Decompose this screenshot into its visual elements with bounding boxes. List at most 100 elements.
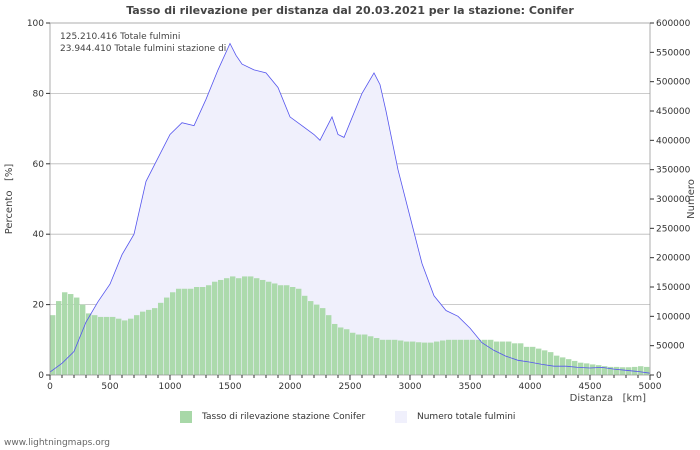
rate-bar: [158, 302, 164, 375]
rate-bar: [182, 288, 188, 375]
legend-item-total-strikes: Numero totale fulmini: [395, 411, 515, 423]
rate-bar: [458, 339, 464, 375]
rate-bar: [50, 315, 56, 375]
rate-bar: [416, 342, 422, 375]
rate-bar: [206, 285, 212, 375]
rate-bar: [548, 352, 554, 375]
rate-bar: [380, 339, 386, 375]
legend-swatch: [180, 411, 192, 423]
y-axis-label: Percento [%]: [4, 164, 15, 235]
rate-bar: [482, 339, 488, 375]
y2-tick-label: 350000: [656, 166, 691, 176]
rate-bar: [122, 320, 128, 375]
rate-bar: [476, 339, 482, 375]
y2-tick-label: 100000: [656, 312, 691, 322]
chart-title: Tasso di rilevazione per distanza dal 20…: [126, 4, 574, 17]
rate-bar: [488, 339, 494, 375]
annotation-total: 125.210.416 Totale fulmini: [60, 32, 180, 42]
rate-bar: [326, 315, 332, 375]
rate-bar: [536, 348, 542, 375]
rate-bar: [116, 318, 122, 375]
rate-bar: [62, 292, 68, 375]
rate-bar: [296, 288, 302, 375]
rate-bar: [602, 366, 608, 375]
rate-bar: [104, 316, 110, 375]
x-tick-label: 500: [101, 382, 118, 392]
rate-bar: [578, 362, 584, 375]
rate-bar: [146, 309, 152, 375]
y2-tick-label: 400000: [656, 136, 691, 146]
rate-bar: [452, 339, 458, 375]
rate-bar: [98, 316, 104, 375]
rate-bar: [92, 315, 98, 375]
rate-bar: [254, 278, 260, 375]
rate-bar: [338, 327, 344, 375]
y-tick-label: 20: [33, 301, 45, 311]
legend-label: Tasso di rilevazione stazione Conifer: [202, 412, 366, 422]
y-tick-label: 100: [27, 19, 44, 29]
rate-bar: [290, 287, 296, 375]
rate-bar: [530, 346, 536, 375]
y2-tick-label: 50000: [656, 342, 685, 352]
rate-bar: [590, 364, 596, 375]
rate-bar: [308, 301, 314, 375]
y-tick-label: 60: [33, 160, 45, 170]
x-tick-label: 0: [47, 382, 53, 392]
rate-bar: [356, 334, 362, 375]
rate-bar: [248, 276, 254, 375]
rate-bar: [596, 365, 602, 375]
rate-bar: [584, 363, 590, 375]
rate-bar: [284, 285, 290, 375]
rate-bar: [176, 288, 182, 375]
rate-bar: [518, 343, 524, 375]
rate-bar: [302, 295, 308, 375]
annotation-station: 23.944.410 Totale fulmini stazione di: [60, 44, 226, 54]
y2-axis-label: Numero: [686, 179, 697, 219]
x-axis-label: Distanza [km]: [570, 393, 646, 404]
legend-label: Numero totale fulmini: [417, 412, 516, 422]
rate-bar: [266, 281, 272, 375]
rate-bar: [320, 308, 326, 375]
rate-bar: [260, 279, 266, 375]
rate-bar: [278, 285, 284, 375]
rate-bar: [566, 359, 572, 375]
rate-bar: [368, 336, 374, 375]
y2-tick-label: 200000: [656, 254, 691, 264]
rate-bar: [218, 279, 224, 375]
rate-bar: [152, 308, 158, 375]
x-tick-label: 1500: [219, 382, 242, 392]
y2-tick-label: 150000: [656, 283, 691, 293]
y-tick-label: 80: [33, 89, 45, 99]
rate-bar: [644, 366, 650, 375]
x-tick-label: 1000: [159, 382, 182, 392]
rate-bar: [614, 366, 620, 375]
rate-bar: [506, 341, 512, 375]
rate-bar: [446, 339, 452, 375]
y2-tick-label: 450000: [656, 107, 691, 117]
rate-bar: [470, 339, 476, 375]
rate-bar: [236, 278, 242, 375]
rate-bar: [554, 355, 560, 375]
y-tick-label: 40: [33, 230, 45, 240]
rate-bar: [344, 329, 350, 375]
rate-bar: [440, 340, 446, 375]
rate-bar: [434, 341, 440, 375]
y2-tick-label: 300000: [656, 195, 691, 205]
rate-bar: [638, 366, 644, 375]
rate-bar: [542, 350, 548, 375]
rate-bar: [212, 281, 218, 375]
rate-bar: [350, 332, 356, 375]
x-tick-label: 3000: [399, 382, 422, 392]
rate-bar: [626, 367, 632, 375]
rate-bar: [404, 341, 410, 375]
y2-tick-label: 600000: [656, 19, 691, 29]
rate-bar: [170, 292, 176, 375]
rate-bar: [80, 304, 86, 375]
rate-bar: [242, 276, 248, 375]
rate-bar: [398, 340, 404, 375]
rate-bar: [500, 341, 506, 375]
rate-bar: [494, 341, 500, 375]
rate-bar: [314, 304, 320, 375]
legend-swatch: [395, 411, 407, 423]
rate-bar: [524, 346, 530, 375]
